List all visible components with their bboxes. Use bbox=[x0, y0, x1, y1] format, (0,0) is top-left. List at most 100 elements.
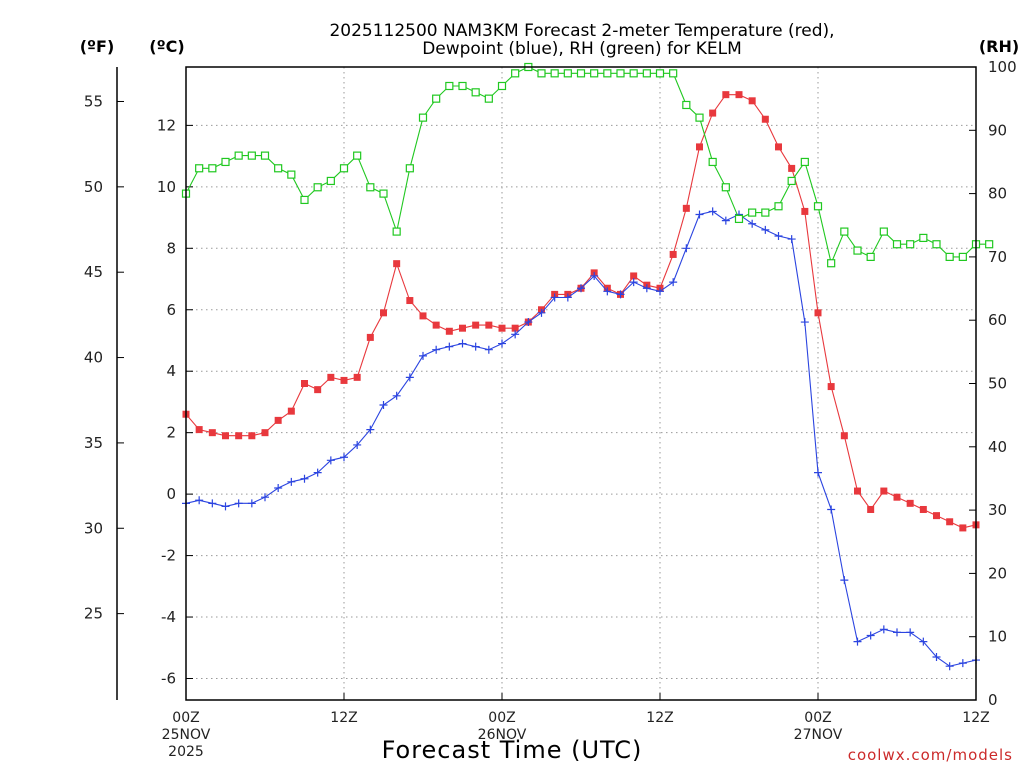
dewpoint-point bbox=[498, 339, 506, 348]
rh-point bbox=[379, 189, 388, 198]
temperature-point bbox=[840, 432, 848, 440]
dewpoint-point bbox=[432, 345, 441, 354]
rh-tick-label: 80 bbox=[988, 185, 1007, 203]
temperature-point bbox=[630, 272, 638, 280]
dewpoint-point bbox=[234, 499, 243, 508]
dewpoint-point bbox=[774, 232, 783, 241]
temperature-point bbox=[393, 260, 401, 268]
time-tick-label: 25NOV bbox=[162, 727, 211, 743]
chart-title-line-1: 2025112500 NAM3KM Forecast 2-meter Tempe… bbox=[329, 21, 834, 41]
dewpoint-point bbox=[932, 652, 941, 661]
rh-point bbox=[418, 113, 428, 122]
rh-point bbox=[300, 195, 309, 205]
dewpoint-point bbox=[511, 330, 520, 339]
dewpoint-point bbox=[274, 483, 283, 492]
rh-point bbox=[800, 157, 809, 167]
dewpoint-point bbox=[208, 499, 217, 508]
rh-point bbox=[734, 214, 744, 224]
temperature-point bbox=[854, 487, 861, 495]
rh-point bbox=[234, 151, 243, 160]
rh-point bbox=[945, 252, 954, 261]
temperature-line bbox=[185, 94, 977, 529]
temperature-point bbox=[775, 143, 782, 151]
dewpoint-point bbox=[682, 244, 691, 253]
temperature-point bbox=[406, 297, 414, 305]
time-tick-label: 00Z bbox=[488, 710, 515, 726]
dewpoint-point bbox=[866, 631, 875, 640]
time-tick-label: 00Z bbox=[172, 710, 199, 726]
rh-tick-label: 60 bbox=[988, 311, 1007, 329]
dewpoint-point bbox=[906, 628, 915, 637]
fahrenheit-tick-label: 50 bbox=[84, 178, 103, 196]
rh-point bbox=[840, 227, 849, 236]
rh-point bbox=[247, 151, 256, 160]
data-series bbox=[181, 62, 994, 671]
rh-point bbox=[497, 81, 507, 91]
rh-point bbox=[708, 157, 717, 167]
celsius-tick-label: 12 bbox=[157, 116, 176, 134]
temperature-point bbox=[788, 164, 796, 172]
celsius-tick-label: 0 bbox=[166, 485, 176, 503]
dewpoint-point bbox=[405, 373, 414, 382]
dewpoint-point bbox=[629, 278, 638, 287]
temperature-point bbox=[208, 429, 216, 437]
fahrenheit-tick-label: 30 bbox=[84, 519, 103, 537]
rh-point bbox=[866, 252, 875, 261]
rh-point bbox=[590, 69, 599, 78]
dewpoint-point bbox=[326, 456, 335, 465]
rh-point bbox=[274, 164, 283, 173]
rh-point bbox=[353, 151, 362, 160]
rh-point bbox=[550, 69, 559, 78]
rh-point bbox=[366, 183, 375, 192]
fahrenheit-tick-label: 40 bbox=[84, 349, 103, 367]
temperature-point bbox=[274, 416, 282, 424]
rh-tick-label: 20 bbox=[988, 564, 1007, 582]
rh-point bbox=[471, 88, 480, 97]
dewpoint-point bbox=[221, 502, 230, 511]
dewpoint-point bbox=[537, 308, 546, 317]
dewpoint-point bbox=[787, 235, 796, 244]
dewpoint-point bbox=[958, 659, 967, 668]
rh-point bbox=[392, 227, 401, 236]
temperature-point bbox=[301, 380, 308, 387]
celsius-tick-label: -4 bbox=[161, 608, 176, 626]
dewpoint-point bbox=[577, 284, 585, 293]
series-temperature bbox=[182, 91, 980, 532]
time-tick-label: 2025 bbox=[168, 744, 204, 760]
dewpoint-point bbox=[261, 493, 269, 502]
temperature-point bbox=[722, 91, 730, 99]
rh-point bbox=[208, 164, 217, 173]
rh-point bbox=[563, 69, 572, 78]
dewpoint-point bbox=[313, 468, 322, 477]
temperature-point bbox=[222, 432, 229, 440]
dewpoint-point bbox=[748, 219, 757, 228]
rh-tick-label: 70 bbox=[988, 248, 1007, 266]
dewpoint-point bbox=[603, 287, 612, 296]
temperature-point bbox=[472, 321, 480, 329]
rh-point bbox=[484, 94, 493, 103]
dewpoint-point bbox=[458, 339, 467, 348]
dewpoint-point bbox=[484, 345, 493, 354]
rh-point bbox=[655, 69, 665, 78]
celsius-tick-label: -2 bbox=[161, 547, 176, 565]
rh-point bbox=[721, 183, 730, 192]
temperature-point bbox=[682, 204, 690, 212]
temperature-point bbox=[353, 373, 361, 381]
axes: -6 -4 -2 0 2 4 6 8 10 12 25 30 35 40 45 50 55 0 10 20 30 40 50… bbox=[84, 58, 1017, 760]
dewpoint-point bbox=[353, 440, 362, 449]
x-axis-title: Forecast Time (UTC) bbox=[382, 736, 643, 764]
fahrenheit-tick-label: 35 bbox=[84, 434, 103, 452]
dewpoint-point bbox=[392, 391, 401, 400]
temperature-point bbox=[366, 333, 374, 341]
temperature-point bbox=[314, 386, 322, 394]
dewpoint-point bbox=[879, 625, 888, 634]
dewpoint-point bbox=[300, 474, 309, 483]
temperature-point bbox=[933, 512, 940, 520]
dewpoint-point bbox=[919, 637, 928, 646]
dewpoint-point bbox=[366, 425, 375, 434]
temperature-point bbox=[340, 376, 348, 384]
dewpoint-point bbox=[669, 278, 678, 287]
rh-point bbox=[669, 69, 678, 78]
time-tick-label: 12Z bbox=[330, 710, 357, 726]
temperature-point bbox=[459, 324, 466, 332]
